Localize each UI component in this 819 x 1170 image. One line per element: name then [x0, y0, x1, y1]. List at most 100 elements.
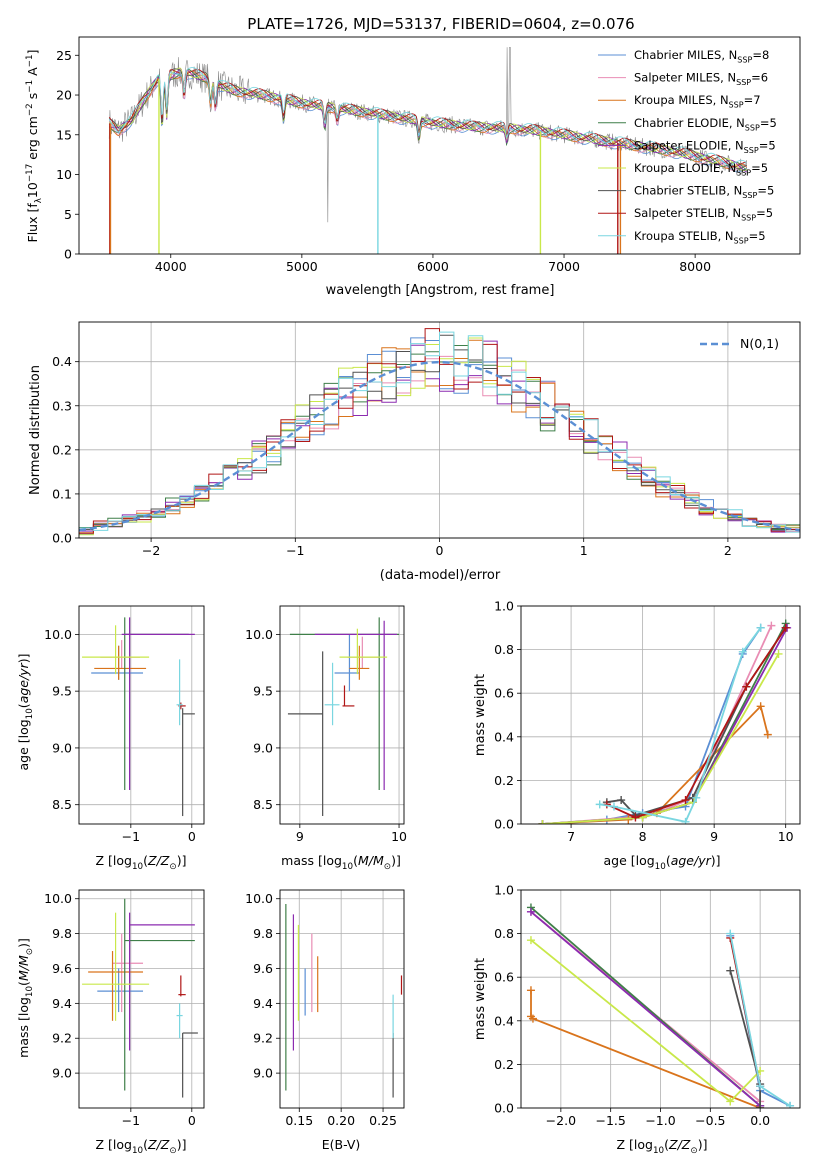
model-line [108, 67, 748, 166]
series-line [606, 627, 787, 817]
y-tick-label: 0.3 [52, 398, 72, 413]
y-axis-label: age [log10(age/yr)] [16, 653, 35, 770]
series-marker [692, 793, 701, 802]
series-marker [595, 800, 604, 809]
y-tick-label: 1.0 [494, 599, 514, 614]
x-axis-label: age [log10(age/yr)] [603, 853, 720, 872]
y-tick-label: 9.0 [52, 740, 72, 755]
x-tick-label: 5000 [286, 259, 318, 274]
panel-age_vs_mass: 9 10 8.5 9.0 9.5 10.0 mass [log10(M/M⊙)] [245, 605, 407, 872]
x-tick-label: 0 [188, 829, 196, 844]
x-tick-label: 8000 [679, 259, 711, 274]
series-line [530, 911, 761, 1107]
y-tick-label: 0.2 [494, 1057, 514, 1072]
y-tick-label: 0.0 [494, 817, 514, 832]
y-tick-label: 8.5 [52, 797, 72, 812]
x-tick-label: 4000 [155, 259, 187, 274]
series-marker [610, 802, 618, 811]
x-tick-label: 9 [296, 829, 304, 844]
legend-label: Salpeter MILES, NSSP=6 [634, 71, 768, 87]
x-tick-label: 7000 [548, 259, 580, 274]
y-tick-label: 9.4 [52, 996, 72, 1011]
x-tick-label: −1.0 [645, 1113, 675, 1128]
x-tick-label: −2 [142, 543, 160, 558]
y-tick-label: 9.6 [253, 961, 273, 976]
series-marker [631, 813, 640, 822]
panel-mass_vs_ebv: 0.15 0.20 0.25 9.0 9.2 9.4 9.6 9.8 10.0 E(B-V) [245, 889, 405, 1152]
x-tick-label: 8 [639, 829, 647, 844]
y-tick-label: 15 [56, 127, 72, 142]
y-tick-label: 0.4 [494, 1013, 514, 1028]
y-tick-label: 9.8 [52, 926, 72, 941]
y-tick-label: 5 [64, 207, 72, 222]
y-tick-label: 8.5 [253, 797, 273, 812]
y-tick-label: 10 [56, 167, 72, 182]
legend-label: Salpeter STELIB, NSSP=5 [634, 206, 773, 222]
y-axis-label: mass weight [473, 958, 488, 1040]
panel-weight_vs_age: 7 8 9 10 0.0 0.2 0.4 0.6 0.8 1.0 age [log10(age/yr… [473, 599, 801, 872]
x-axis-label: Z [log10(Z/Z⊙)] [96, 1137, 187, 1156]
series-marker [624, 815, 633, 824]
y-tick-label: 9.5 [253, 684, 273, 699]
series-marker [617, 796, 626, 805]
axes-frame [78, 321, 801, 539]
y-tick-label: 0.6 [494, 686, 514, 701]
x-tick-label: 10 [778, 829, 794, 844]
series-marker [726, 1097, 735, 1106]
y-axis-label: Flux [fλ10−17 erg cm−2 s−1 A−1] [25, 50, 44, 243]
panel-weight_vs_Z: −2.0 −1.5 −1.0 −0.5 0.0 0.0 0.2 0.4 0.6 0.8 1.0 Z [… [473, 883, 801, 1156]
y-tick-label: 0.8 [494, 926, 514, 941]
series-marker [756, 702, 765, 711]
legend-label: Kroupa ELODIE, NSSP=5 [634, 161, 768, 177]
figure-title: PLATE=1726, MJD=53137, FIBERID=0604, z=0… [247, 15, 634, 33]
x-axis-label: wavelength [Angstrom, rest frame] [326, 283, 555, 298]
y-tick-label: 9.0 [253, 740, 273, 755]
y-tick-label: 25 [56, 48, 72, 63]
y-tick-label: 0.4 [494, 729, 514, 744]
series-line [542, 653, 780, 824]
series-line [542, 627, 788, 824]
x-tick-label: 0.20 [327, 1113, 355, 1128]
normal-curve [79, 360, 800, 532]
x-axis-label: Z [log10(Z/Z⊙)] [617, 1137, 708, 1156]
x-tick-label: −2.0 [546, 1113, 576, 1128]
x-tick-label: −1.5 [595, 1113, 625, 1128]
legend-label: Kroupa MILES, NSSP=7 [634, 93, 761, 109]
series-marker [756, 1082, 765, 1091]
y-tick-label: 10.0 [245, 627, 273, 642]
series-marker [538, 820, 547, 824]
y-tick-label: 20 [56, 88, 72, 103]
series-line [542, 622, 787, 824]
series-marker [763, 730, 772, 739]
histogram-line [79, 331, 800, 533]
series-marker [726, 966, 735, 975]
legend-label: N(0,1) [740, 336, 779, 351]
series-marker [526, 907, 535, 916]
x-tick-label: 0.0 [750, 1113, 770, 1128]
y-tick-label: 9.2 [253, 1031, 273, 1046]
panel-residuals: −2 −1 0 1 2 0.0 0.1 0.2 0.3 0.4 N(0,1) (data-model)… [28, 321, 801, 583]
y-tick-label: 0.0 [494, 1101, 514, 1116]
series-marker [526, 936, 535, 945]
model-line [108, 69, 747, 168]
series-marker [526, 986, 535, 995]
x-tick-label: 0.25 [369, 1113, 397, 1128]
panel-age_vs_Z: −1 0 8.5 9.0 9.5 10.0 Z [log10(Z/Z⊙)] age [log1… [16, 605, 205, 872]
series-line [530, 990, 761, 1108]
legend-label: Chabrier STELIB, NSSP=5 [634, 184, 774, 200]
y-tick-label: 10.0 [44, 891, 72, 906]
y-tick-label: 9.8 [253, 926, 273, 941]
y-tick-label: 0.4 [52, 354, 72, 369]
y-tick-label: 10.0 [245, 891, 273, 906]
series-marker [738, 647, 747, 656]
model-line [108, 72, 747, 171]
y-axis-label: Normed distribution [28, 365, 43, 495]
y-axis-label: mass [log10(M/M⊙)] [16, 938, 35, 1058]
x-axis-label: E(B-V) [322, 1137, 361, 1152]
x-axis-label: (data-model)/error [380, 568, 501, 583]
x-tick-label: −1 [286, 543, 304, 558]
series-marker [756, 1104, 765, 1108]
y-tick-label: 0.0 [52, 531, 72, 546]
y-tick-label: 9.4 [253, 996, 273, 1011]
x-tick-label: 2 [724, 543, 732, 558]
